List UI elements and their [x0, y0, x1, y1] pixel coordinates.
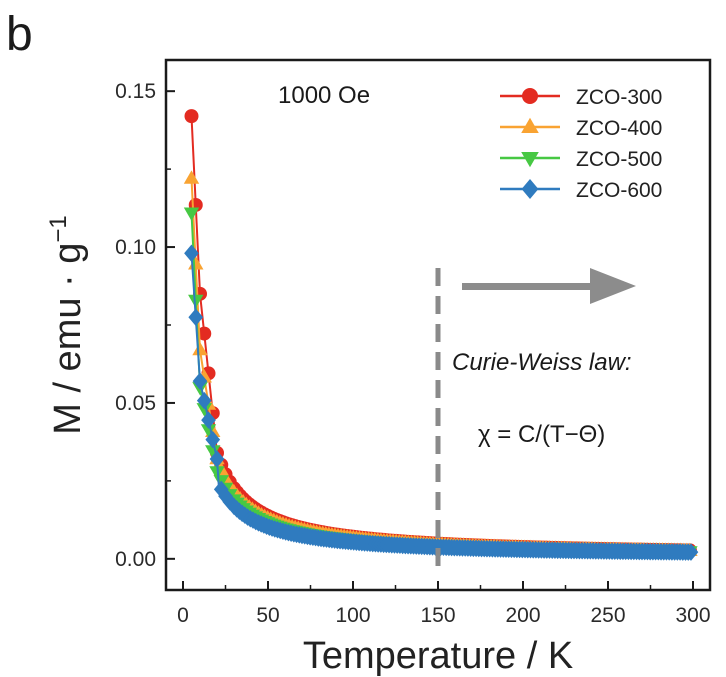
x-tick-labels: 0 50 100 150 200 250 300 — [177, 604, 710, 627]
field-annotation: 1000 Oe — [278, 82, 370, 109]
x-tick-label: 100 — [335, 604, 370, 627]
data-point — [183, 170, 200, 184]
data-point — [188, 308, 204, 326]
legend-marker — [521, 179, 539, 199]
x-tick-label: 300 — [675, 604, 710, 627]
y-axis-title: M / emu · g−1 — [45, 215, 89, 435]
data-point — [184, 109, 199, 124]
y-axis-title-main: M / emu · g — [47, 243, 89, 435]
series-layer — [183, 109, 699, 561]
data-point — [188, 294, 204, 309]
data-point — [683, 543, 699, 561]
legend-label: ZCO-300 — [576, 86, 662, 109]
right-arrow-icon — [462, 268, 636, 304]
data-point — [209, 450, 225, 468]
legend-item: ZCO-500 — [500, 148, 662, 171]
data-point — [183, 207, 200, 221]
x-tick-label: 50 — [256, 604, 279, 627]
data-point — [205, 445, 221, 459]
data-point — [192, 341, 208, 356]
data-point — [197, 326, 212, 341]
y-tick-label: 0.00 — [115, 548, 156, 571]
panel-label: b — [6, 8, 33, 61]
series-line — [190, 212, 694, 553]
data-point — [192, 372, 208, 390]
data-point — [184, 244, 199, 263]
legend-marker — [522, 88, 538, 104]
x-tick-label: 0 — [177, 604, 189, 627]
y-tick-label: 0.15 — [115, 80, 156, 103]
x-axis-title: Temperature / K — [303, 635, 573, 677]
legend-label: ZCO-600 — [576, 179, 662, 202]
x-tick-label: 200 — [505, 604, 540, 627]
legend-marker — [521, 117, 539, 133]
axis-ticks — [166, 90, 694, 590]
series-zco-300 — [184, 109, 697, 558]
data-point — [196, 403, 212, 417]
legend-item: ZCO-300 — [500, 86, 662, 109]
data-point — [196, 391, 212, 410]
data-point — [201, 411, 216, 429]
legend-item: ZCO-400 — [500, 117, 662, 140]
y-tick-labels: 0.00 0.05 0.10 0.15 — [115, 80, 156, 571]
legend-marker — [521, 152, 539, 168]
legend: ZCO-300 ZCO-400 ZCO-500 ZCO-600 — [500, 86, 662, 202]
legend-label: ZCO-400 — [576, 117, 662, 140]
y-axis-title-sup: −1 — [45, 215, 72, 242]
x-tick-label: 250 — [590, 604, 625, 627]
y-tick-label: 0.05 — [115, 392, 156, 415]
legend-label: ZCO-500 — [576, 148, 662, 171]
data-point — [200, 424, 217, 438]
series-line — [190, 253, 694, 554]
law-formula: χ = C/(T−Θ) — [478, 421, 605, 448]
law-title: Curie-Weiss law: — [452, 349, 632, 376]
legend-item: ZCO-600 — [500, 179, 662, 202]
direction-arrow — [462, 268, 636, 304]
x-tick-label: 150 — [420, 604, 455, 627]
y-tick-label: 0.10 — [115, 236, 156, 259]
data-point — [205, 430, 221, 449]
